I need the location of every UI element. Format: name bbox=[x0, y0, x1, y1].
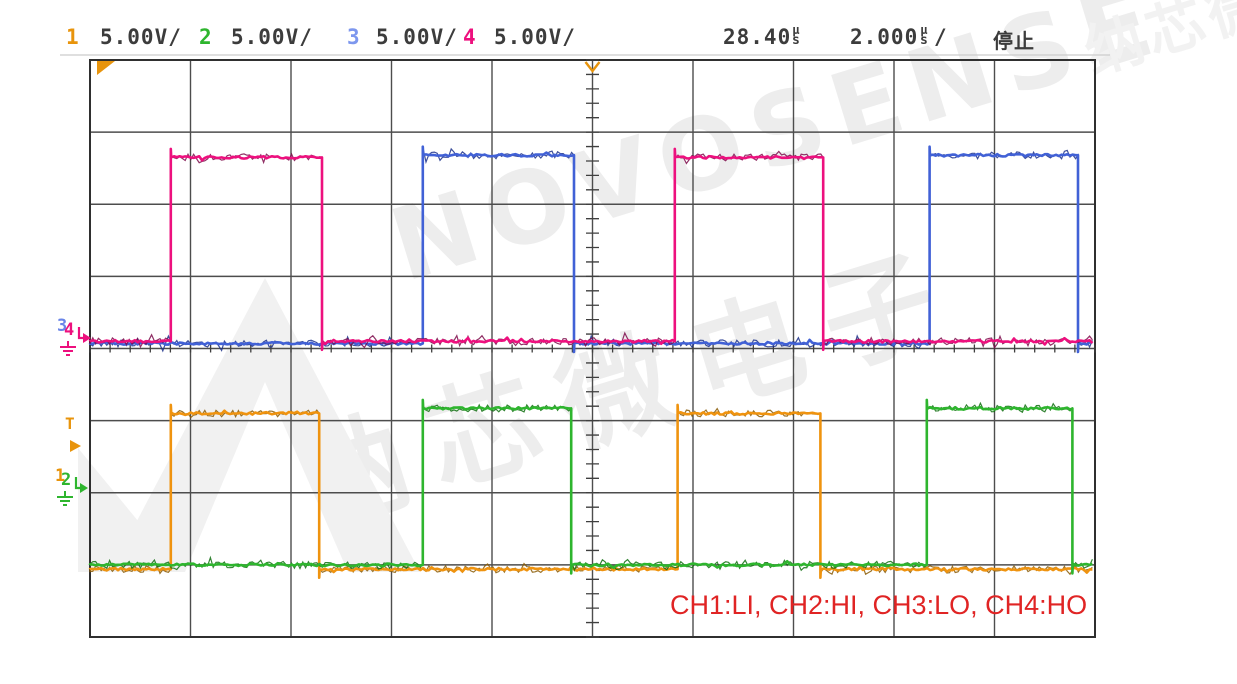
ch2-ground-arrow-icon bbox=[57, 477, 88, 506]
ch4-ground-arrow-icon bbox=[60, 327, 91, 356]
ch4-ground-label: 4 bbox=[64, 320, 75, 340]
time-offset-unit-s: s bbox=[792, 33, 800, 48]
channel-mapping-annotation: CH1:LI, CH2:HI, CH3:LO, CH4:HO bbox=[670, 590, 1088, 620]
waveform-ch4-ho bbox=[88, 147, 1094, 352]
ch2-ground-label: 2 bbox=[61, 470, 72, 490]
channel-4-number[interactable]: 4 bbox=[463, 25, 477, 49]
scope-header: 1 5.00V/2 5.00V/3 5.00V/4 5.00V/28.40 μ s 2.000… bbox=[0, 0, 1237, 56]
channel-4-scale[interactable]: 5.00V/ bbox=[494, 25, 576, 49]
channel-1-scale[interactable]: 5.00V/ bbox=[100, 25, 182, 49]
waveform-noise-ch1-li bbox=[89, 404, 1093, 578]
run-status-stop[interactable]: 停止 bbox=[993, 29, 1035, 53]
trigger-arrow-icon bbox=[70, 440, 81, 452]
time-offset-readout[interactable]: 28.40 bbox=[723, 25, 792, 49]
ch1-ground-label: 1 bbox=[55, 466, 66, 486]
center-axis-ticks bbox=[89, 59, 1096, 638]
waveform-noise-ch3-lo bbox=[89, 146, 1093, 353]
trigger-level-marker: T bbox=[62, 414, 88, 458]
channel-2-scale[interactable]: 5.00V/ bbox=[231, 25, 313, 49]
time-offset-unit-mu: μ bbox=[920, 23, 928, 37]
timebase-readout[interactable]: 2.000 bbox=[850, 25, 919, 49]
channel-3-scale[interactable]: 5.00V/ bbox=[376, 25, 458, 49]
channel-2-number[interactable]: 2 bbox=[199, 25, 213, 49]
waveform-ch2-hi bbox=[88, 398, 1093, 575]
time-offset-unit-s: s bbox=[920, 33, 928, 48]
time-offset-unit-mu: μ bbox=[792, 23, 800, 37]
timebase-per-div-slash: / bbox=[934, 25, 948, 49]
waveform-ch3-lo bbox=[88, 145, 1093, 354]
waveform-noise-ch2-hi bbox=[89, 399, 1093, 574]
waveform-ch1-li bbox=[88, 403, 1093, 579]
trigger-time-marker-icon bbox=[584, 61, 601, 73]
trigger-position-corner-icon bbox=[97, 61, 115, 75]
trigger-label: T bbox=[65, 414, 75, 433]
ch3-ch4-ground-marker: 3 4 bbox=[55, 318, 97, 364]
ch3-ground-label: 3 bbox=[57, 316, 68, 336]
ch1-ch2-ground-marker: 1 2 bbox=[53, 468, 95, 514]
channel-1-number[interactable]: 1 bbox=[66, 25, 80, 49]
channel-3-number[interactable]: 3 bbox=[347, 25, 361, 49]
